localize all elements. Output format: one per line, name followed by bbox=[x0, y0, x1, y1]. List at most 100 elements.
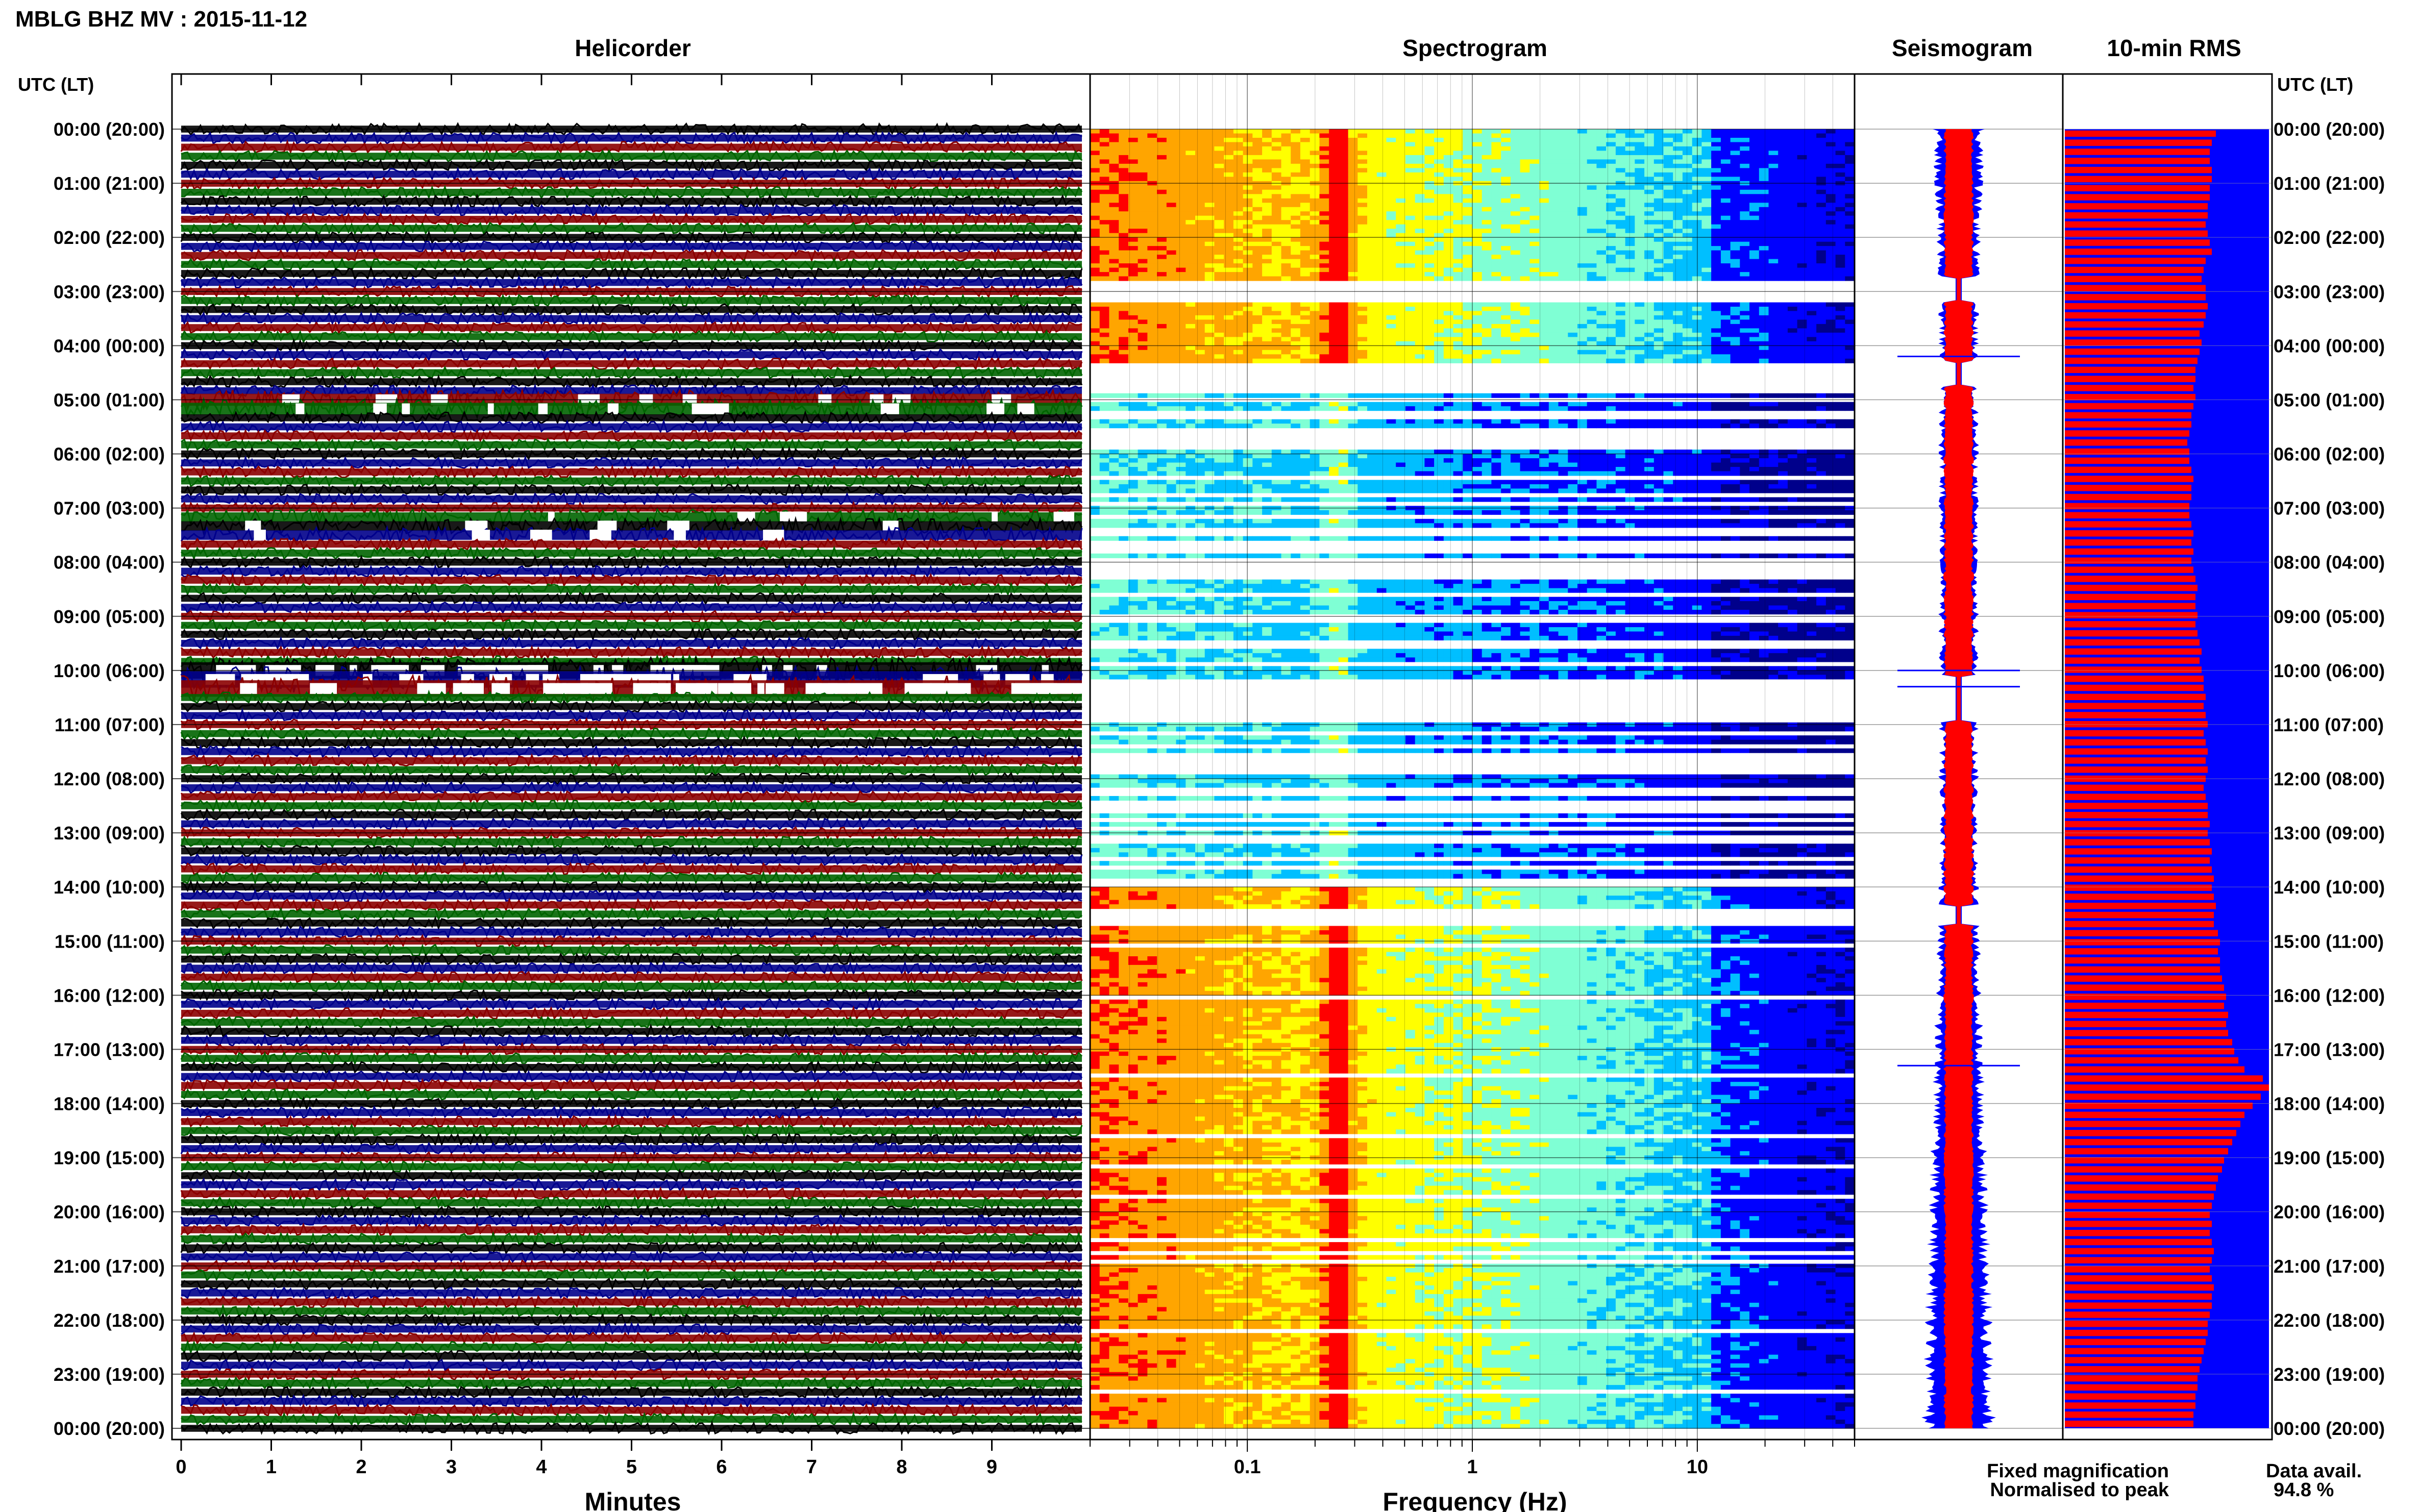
helicorder-gap bbox=[673, 674, 679, 685]
spectrogram-cell bbox=[1386, 133, 1396, 138]
spectrogram-cell bbox=[1816, 151, 1826, 156]
spectrogram-cell bbox=[1491, 402, 1501, 407]
spectrogram-cell bbox=[1520, 133, 1530, 138]
spectrogram-cell bbox=[1138, 341, 1148, 346]
spectrogram-cell bbox=[1472, 185, 1483, 190]
spectrogram-cell bbox=[1329, 337, 1339, 342]
spectrogram-cell bbox=[1529, 358, 1540, 363]
spectrogram-cell bbox=[1252, 354, 1263, 359]
spectrogram-cell bbox=[1472, 189, 1483, 194]
spectrogram-cell bbox=[1443, 189, 1454, 194]
spectrogram-cell bbox=[1673, 424, 1683, 429]
spectrogram-cell bbox=[1482, 133, 1492, 138]
spectrogram-cell bbox=[1214, 328, 1224, 333]
spectrogram-cell bbox=[1157, 341, 1167, 346]
spectrogram-cell bbox=[1701, 172, 1712, 177]
spectrogram-cell bbox=[1262, 276, 1272, 281]
spectrogram-cell bbox=[1434, 311, 1444, 316]
spectrogram-cell bbox=[1443, 350, 1454, 355]
spectrogram-cell bbox=[1147, 250, 1157, 255]
spectrogram-cell bbox=[1386, 241, 1396, 246]
spectrogram-cell bbox=[1816, 424, 1826, 429]
spectrogram-cell bbox=[1147, 168, 1157, 173]
spectrogram-cell bbox=[1243, 155, 1253, 160]
spectrogram-cell bbox=[1233, 142, 1244, 147]
spectrogram-cell bbox=[1825, 189, 1836, 194]
spectrogram-cell bbox=[1835, 198, 1845, 203]
spectrogram-cell bbox=[1310, 138, 1320, 143]
spectrogram-cell bbox=[1176, 276, 1186, 281]
spectrogram-cell bbox=[1491, 151, 1501, 156]
spectrogram-cell bbox=[1663, 358, 1673, 363]
spectrogram-cell bbox=[1386, 138, 1396, 143]
spectrogram-cell bbox=[1376, 319, 1387, 325]
spectrogram-cell bbox=[1577, 259, 1588, 264]
spectrogram-cell bbox=[1682, 207, 1693, 212]
spectrogram-cell bbox=[1243, 250, 1253, 255]
spectrogram-cell bbox=[1587, 337, 1597, 342]
spectrogram-cell bbox=[1147, 177, 1157, 182]
spectrogram-cell bbox=[1176, 168, 1186, 173]
helicorder-gap bbox=[674, 530, 686, 541]
spectrogram-cell bbox=[1759, 263, 1769, 268]
spectrogram-cell bbox=[1396, 151, 1406, 156]
spectrogram-cell bbox=[1329, 155, 1339, 160]
helicorder-gap bbox=[1053, 511, 1074, 523]
spectrogram-cell bbox=[1491, 168, 1501, 173]
spectrogram-cell bbox=[1787, 146, 1798, 151]
spectrogram-cell bbox=[1606, 151, 1616, 156]
spectrogram-cell bbox=[1577, 345, 1588, 351]
spectrogram-cell bbox=[1405, 138, 1416, 143]
spectrogram-cell bbox=[1663, 246, 1673, 251]
spectrogram-cell bbox=[1376, 276, 1387, 281]
spectrogram-cell bbox=[1329, 159, 1339, 164]
spectrogram-cell bbox=[1501, 159, 1511, 164]
spectrogram-cell bbox=[1252, 406, 1263, 411]
spectrogram-cell bbox=[1338, 215, 1349, 220]
spectrogram-cell bbox=[1787, 267, 1798, 272]
spectrogram-cell bbox=[1635, 267, 1645, 272]
spectrogram-cell bbox=[1405, 324, 1416, 329]
spectrogram-cell bbox=[1568, 328, 1578, 333]
spectrogram-cell bbox=[1166, 406, 1177, 411]
spectrogram-cell bbox=[1740, 250, 1750, 255]
spectrogram-cell bbox=[1482, 341, 1492, 346]
spectrogram-cell bbox=[1644, 276, 1655, 281]
spectrogram-cell bbox=[1233, 311, 1244, 316]
spectrogram-cell bbox=[1635, 419, 1645, 424]
spectrogram-cell bbox=[1740, 393, 1750, 398]
spectrogram-cell bbox=[1109, 345, 1119, 351]
spectrogram-cell bbox=[1348, 276, 1358, 281]
spectrogram-cell bbox=[1587, 163, 1597, 168]
spectrogram-cell bbox=[1825, 315, 1836, 320]
spectrogram-cell bbox=[1501, 450, 1511, 455]
spectrogram-cell bbox=[1386, 250, 1396, 255]
spectrogram-cell bbox=[1195, 354, 1205, 359]
spectrogram-cell bbox=[1376, 328, 1387, 333]
spectrogram-cell bbox=[1357, 424, 1368, 429]
helicorder-trace-band bbox=[181, 270, 1082, 277]
spectrogram-cell bbox=[1348, 185, 1358, 190]
spectrogram-cell bbox=[1835, 328, 1845, 333]
spectrogram-cell bbox=[1386, 276, 1396, 281]
spectrogram-cell bbox=[1463, 255, 1473, 260]
spectrogram-cell bbox=[1759, 393, 1769, 398]
spectrogram-cell bbox=[1214, 259, 1224, 264]
hour-label-right: 02:00 (22:00) bbox=[2274, 227, 2385, 248]
helicorder-trace bbox=[181, 374, 1083, 390]
spectrogram-cell bbox=[1568, 133, 1578, 138]
spectrogram-cell bbox=[1510, 402, 1521, 407]
spectrogram-cell bbox=[1357, 276, 1368, 281]
spectrogram-cell bbox=[1768, 185, 1779, 190]
spectrogram-cell bbox=[1644, 129, 1655, 134]
spectrogram-cell bbox=[1606, 129, 1616, 134]
spectrogram-cell bbox=[1548, 220, 1559, 225]
spectrogram-cell bbox=[1539, 172, 1549, 177]
spectrogram-cell bbox=[1319, 168, 1329, 173]
spectrogram-cell bbox=[1701, 358, 1712, 363]
spectrogram-cell bbox=[1606, 246, 1616, 251]
spectrogram-cell bbox=[1434, 177, 1444, 182]
spectrogram-cell bbox=[1195, 207, 1205, 212]
spectrogram-cell bbox=[1596, 207, 1607, 212]
spectrogram-cell bbox=[1568, 198, 1578, 203]
